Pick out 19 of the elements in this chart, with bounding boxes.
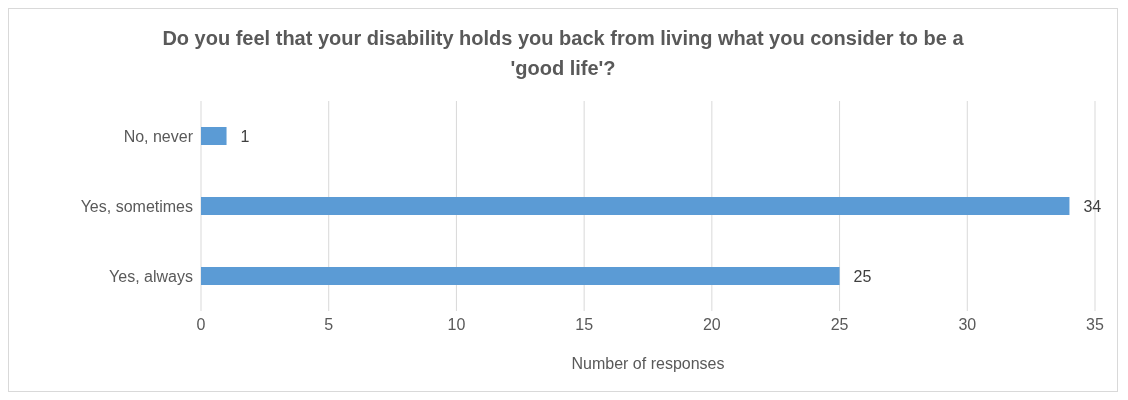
x-tick-label: 15 [575, 316, 594, 334]
x-tick-label: 25 [830, 316, 849, 334]
bar [201, 127, 227, 145]
y-tick-label: No, never [123, 127, 194, 145]
data-label: 1 [240, 127, 250, 145]
x-tick-label: 35 [1086, 316, 1104, 334]
y-tick-label: Yes, always [109, 267, 193, 285]
y-tick-label: Yes, sometimes [80, 197, 193, 215]
x-tick-label: 10 [447, 316, 466, 334]
bar [201, 197, 1070, 215]
x-tick-label: 20 [702, 316, 721, 334]
data-label: 25 [853, 267, 872, 285]
x-tick-label: 5 [324, 316, 334, 334]
chart-title: Do you feel that your disability holds you back from living what you consider to be a 'good life'? [161, 26, 965, 81]
x-tick-label: 30 [958, 316, 977, 334]
bar [201, 267, 840, 285]
data-label: 34 [1083, 197, 1102, 215]
x-axis-title: Number of responses [571, 355, 725, 372]
x-tick-label: 0 [196, 316, 206, 334]
